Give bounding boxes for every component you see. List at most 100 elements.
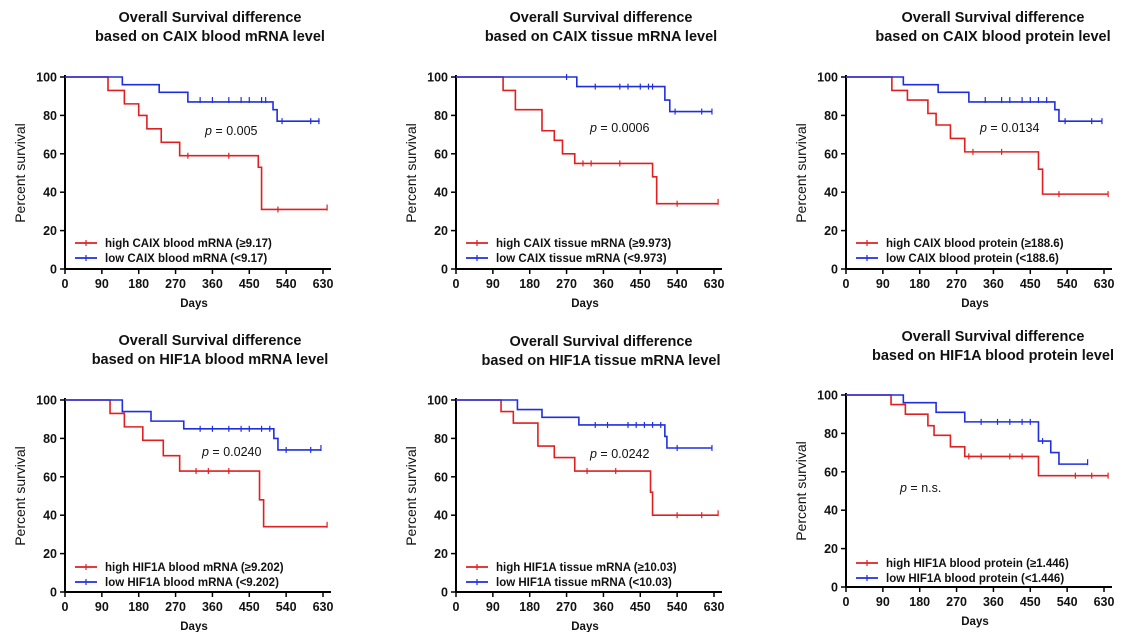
survival-curve-high: [65, 399, 328, 528]
survival-curve-low: [65, 76, 320, 122]
x-axis-label: Days: [961, 298, 989, 310]
y-tick-label: 20: [43, 224, 57, 238]
chart-title-line2: based on CAIX blood protein level: [875, 29, 1110, 45]
y-tick-label: 40: [434, 509, 448, 523]
x-tick-label: 90: [95, 277, 109, 291]
x-tick-label: 450: [630, 600, 651, 614]
y-tick-label: 100: [817, 389, 838, 403]
survival-curve-high: [65, 76, 328, 211]
y-tick-label: 20: [43, 547, 57, 561]
chart-title-line1: Overall Survival difference: [119, 10, 302, 26]
x-tick-label: 90: [486, 600, 500, 614]
p-value-label: p = 0.0242: [589, 447, 649, 461]
y-tick-label: 100: [427, 394, 448, 408]
x-tick-label: 360: [202, 600, 223, 614]
y-tick-label: 0: [441, 586, 448, 600]
x-axis-label: Days: [571, 298, 599, 310]
y-tick-label: 20: [824, 224, 838, 238]
x-tick-label: 270: [946, 277, 967, 291]
y-tick-label: 100: [427, 71, 448, 85]
legend-entry: low HIF1A tissue mRNA (<10.03): [496, 577, 672, 589]
y-tick-label: 100: [36, 394, 57, 408]
survival-panel-1: Overall Survival difference based on CAIX…: [12, 10, 333, 310]
x-tick-label: 0: [843, 277, 850, 291]
x-tick-label: 540: [1057, 277, 1078, 291]
survival-curve-low: [456, 76, 712, 113]
x-tick-label: 450: [1020, 595, 1041, 609]
p-value-number: = 0.0134: [987, 121, 1040, 135]
legend-entry: low HIF1A blood mRNA (<9.202): [105, 577, 279, 589]
x-tick-label: 540: [667, 600, 688, 614]
x-axis-label: Days: [571, 621, 599, 632]
y-axis-label: Percent survival: [12, 446, 28, 546]
chart-title-line2: based on HIF1A blood protein level: [872, 348, 1114, 364]
x-tick-label: 540: [276, 600, 297, 614]
legend-entry: low CAIX tissue mRNA (<9.973): [496, 253, 667, 265]
y-tick-label: 20: [434, 547, 448, 561]
y-tick-label: 0: [441, 263, 448, 277]
p-value-label: p = 0.0006: [589, 121, 649, 135]
y-tick-label: 40: [824, 186, 838, 200]
y-tick-label: 0: [50, 586, 57, 600]
y-tick-label: 20: [824, 542, 838, 556]
y-tick-label: 80: [824, 109, 838, 123]
y-axis-label: Percent survival: [12, 123, 28, 223]
chart-title-line1: Overall Survival difference: [902, 329, 1085, 345]
chart-title-line1: Overall Survival difference: [510, 334, 693, 350]
x-tick-label: 90: [876, 595, 890, 609]
y-tick-label: 80: [434, 432, 448, 446]
y-tick-label: 80: [43, 432, 57, 446]
y-tick-label: 60: [434, 147, 448, 161]
survival-curve-low: [846, 76, 1102, 122]
survival-curve-high: [456, 399, 719, 516]
y-tick-label: 80: [824, 427, 838, 441]
y-tick-label: 100: [817, 71, 838, 85]
x-tick-label: 180: [909, 277, 930, 291]
y-tick-label: 60: [43, 470, 57, 484]
p-value-number: = 0.005: [212, 124, 258, 138]
x-tick-label: 270: [556, 600, 577, 614]
x-tick-label: 630: [313, 600, 334, 614]
y-tick-label: 40: [43, 509, 57, 523]
x-axis-label: Days: [180, 298, 208, 310]
y-tick-label: 60: [434, 470, 448, 484]
legend-entry: high HIF1A blood protein (≥1.446): [886, 558, 1069, 570]
x-tick-label: 450: [239, 600, 260, 614]
chart-title-line2: based on HIF1A tissue mRNA level: [481, 353, 720, 369]
x-tick-label: 90: [486, 277, 500, 291]
x-tick-label: 630: [704, 277, 725, 291]
x-axis-label: Days: [961, 616, 989, 628]
x-tick-label: 360: [593, 600, 614, 614]
x-tick-label: 540: [667, 277, 688, 291]
y-tick-label: 60: [43, 147, 57, 161]
p-value-prefix: p: [899, 481, 907, 495]
y-tick-label: 0: [831, 263, 838, 277]
y-tick-label: 0: [50, 263, 57, 277]
x-tick-label: 0: [62, 277, 69, 291]
p-value-label: p = n.s.: [899, 481, 941, 495]
x-tick-label: 450: [630, 277, 651, 291]
x-tick-label: 630: [704, 600, 725, 614]
y-tick-label: 40: [824, 504, 838, 518]
x-tick-label: 360: [202, 277, 223, 291]
legend-entry: low CAIX blood mRNA (<9.17): [105, 253, 267, 265]
x-tick-label: 630: [313, 277, 334, 291]
chart-title-line1: Overall Survival difference: [119, 333, 302, 349]
x-tick-label: 180: [909, 595, 930, 609]
x-tick-label: 90: [876, 277, 890, 291]
x-tick-label: 450: [1020, 277, 1041, 291]
x-tick-label: 0: [843, 595, 850, 609]
x-tick-label: 180: [128, 277, 149, 291]
x-tick-label: 270: [946, 595, 967, 609]
y-tick-label: 0: [831, 581, 838, 595]
x-tick-label: 270: [165, 600, 186, 614]
legend-entry: high CAIX tissue mRNA (≥9.973): [496, 238, 671, 250]
y-axis-label: Percent survival: [403, 123, 419, 223]
survival-curve-high: [456, 76, 719, 205]
survival-panel-2: Overall Survival difference based on CAIX…: [403, 10, 724, 310]
p-value-number: = 0.0240: [209, 445, 262, 459]
y-tick-label: 40: [434, 186, 448, 200]
legend-entry: high CAIX blood protein (≥188.6): [886, 238, 1064, 250]
survival-panel-5: Overall Survival difference based on HIF1…: [403, 334, 724, 632]
